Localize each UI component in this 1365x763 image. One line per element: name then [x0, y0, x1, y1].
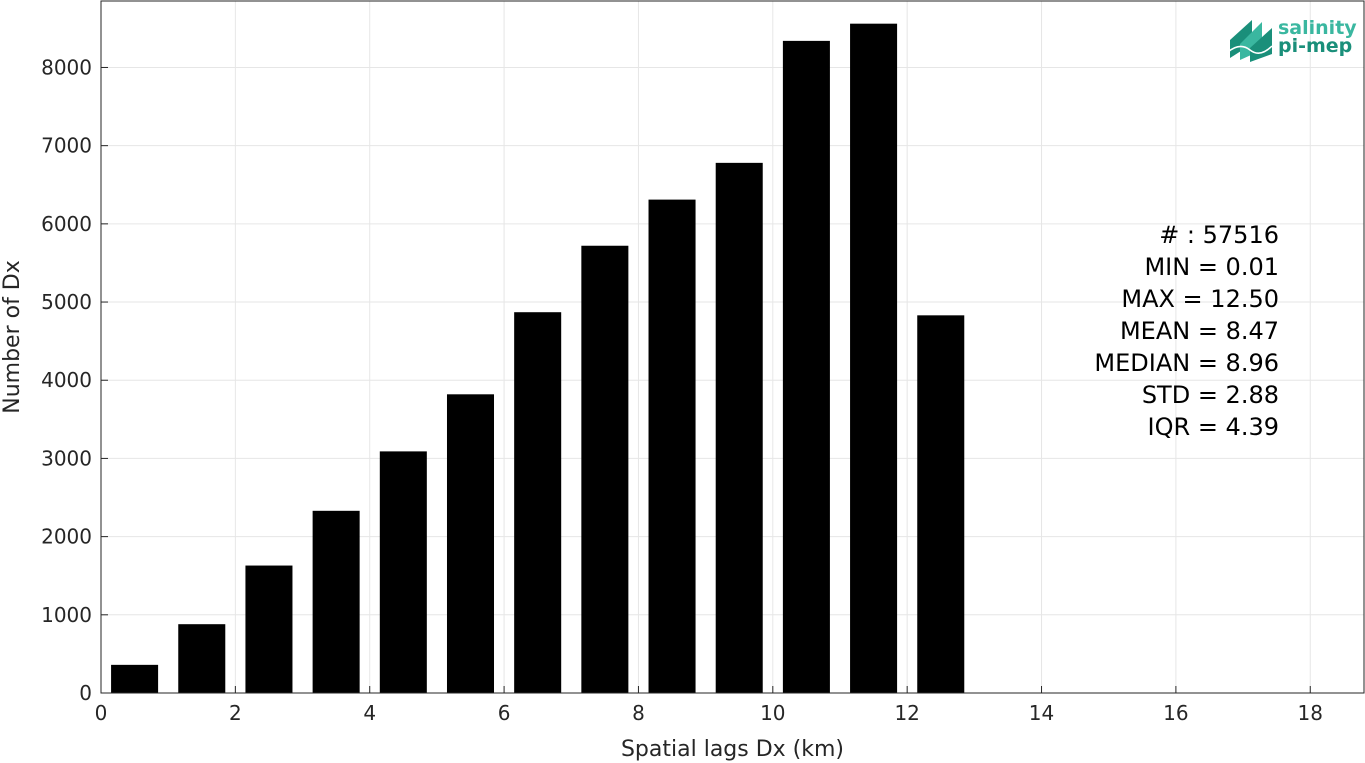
- histogram-bar: [111, 664, 159, 693]
- x-axis-ticks: 0 2 4 6 8 10 12 14 16 18: [95, 686, 1323, 725]
- y-tick-label: 8000: [41, 55, 92, 79]
- logo-text-pimep: pi-mep: [1278, 35, 1352, 57]
- stats-line: MEDIAN = 8.96: [1094, 349, 1279, 377]
- histogram-bar: [379, 451, 427, 693]
- histogram-bar: [581, 245, 629, 693]
- logo-mark-icon: [1227, 20, 1273, 62]
- y-tick-label: 2000: [41, 525, 92, 549]
- stats-annotation: # : 57516 MIN = 0.01 MAX = 12.50 MEAN = 8.4…: [1094, 221, 1279, 441]
- stats-line: MEAN = 8.47: [1120, 317, 1279, 345]
- histogram-bar: [312, 510, 360, 693]
- histogram-bar: [446, 394, 495, 693]
- x-tick-label: 2: [229, 701, 242, 725]
- x-axis-title: Spatial lags Dx (km): [621, 737, 844, 762]
- salinity-pimep-logo: salinity pi-mep: [1227, 17, 1357, 62]
- y-axis-ticks: 0 1000 2000 3000 4000 5000 6000 7000 8000: [41, 55, 108, 705]
- histogram-bar: [245, 565, 293, 693]
- x-tick-label: 14: [1029, 701, 1054, 725]
- stats-line: MAX = 12.50: [1121, 285, 1279, 313]
- bars: [111, 23, 965, 694]
- stats-line: STD = 2.88: [1142, 381, 1279, 409]
- histogram-bar: [850, 23, 898, 693]
- x-tick-label: 8: [632, 701, 645, 725]
- y-tick-label: 0: [79, 681, 92, 705]
- y-tick-label: 4000: [41, 368, 92, 392]
- x-tick-label: 12: [894, 701, 919, 725]
- histogram-bar: [178, 624, 226, 693]
- stats-line: IQR = 4.39: [1148, 413, 1279, 441]
- logo-text-salinity: salinity: [1278, 17, 1357, 39]
- y-tick-label: 6000: [41, 212, 92, 236]
- y-tick-label: 7000: [41, 134, 92, 158]
- x-tick-label: 16: [1163, 701, 1188, 725]
- stats-line: MIN = 0.01: [1144, 253, 1279, 281]
- x-tick-label: 4: [363, 701, 376, 725]
- y-axis-title: Number of Dx: [0, 260, 25, 414]
- histogram-bar: [782, 40, 830, 693]
- x-tick-label: 10: [760, 701, 785, 725]
- stats-line: # : 57516: [1159, 221, 1279, 249]
- y-tick-label: 5000: [41, 290, 92, 314]
- y-tick-label: 3000: [41, 446, 92, 470]
- x-tick-label: 18: [1298, 701, 1323, 725]
- histogram-bar: [648, 199, 696, 693]
- histogram-bar: [514, 312, 562, 693]
- plot-frame: [100, 0, 1365, 694]
- y-tick-label: 1000: [41, 603, 92, 627]
- x-tick-label: 6: [498, 701, 511, 725]
- histogram-bar: [917, 315, 965, 693]
- x-tick-label: 0: [95, 701, 108, 725]
- histogram-bar: [715, 162, 763, 694]
